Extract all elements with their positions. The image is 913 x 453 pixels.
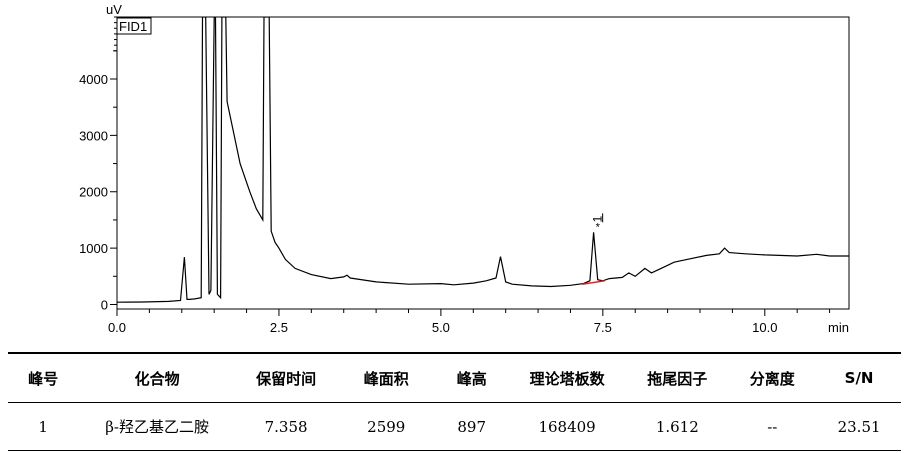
x-tick-label: 5.0 (432, 320, 450, 335)
x-unit-label: min (828, 320, 849, 335)
header-signal-noise: S/N (817, 352, 901, 403)
header-peak-height: 峰高 (436, 352, 508, 403)
chromatogram-line (117, 17, 849, 303)
y-tick-label: 0 (101, 297, 108, 312)
chart-axes: uV min 0 1000 2000 3000 4000 0.0 2.5 5.0 7.5 10.0 (79, 2, 849, 335)
chart-annotations: *1 (582, 213, 605, 285)
cell-compound: β-羟乙基乙二胺 (78, 402, 236, 451)
legend-label: FID1 (119, 19, 147, 34)
y-tick-label: 3000 (79, 128, 108, 143)
results-table: 峰号 化合物 保留时间 峰面积 峰高 理论塔板数 拖尾因子 分离度 S/N 1 … (8, 352, 901, 451)
y-tick-label: 4000 (79, 72, 108, 87)
header-resolution: 分离度 (727, 352, 818, 403)
cell-resolution: -- (727, 402, 818, 451)
x-tick-label: 0.0 (108, 320, 126, 335)
y-unit-label: uV (106, 2, 122, 17)
x-tick-label: 2.5 (270, 320, 288, 335)
x-tick-label: 10.0 (752, 320, 777, 335)
table-row: 1 β-羟乙基乙二胺 7.358 2599 897 168409 1.612 -… (8, 402, 901, 451)
cell-peak-area: 2599 (336, 402, 437, 451)
header-compound: 化合物 (78, 352, 236, 403)
peak-marker-label: 1 (591, 215, 605, 222)
header-peak-number: 峰号 (8, 352, 79, 403)
cell-signal-noise: 23.51 (817, 402, 901, 451)
cell-retention-time: 7.358 (235, 402, 337, 451)
header-tailing-factor: 拖尾因子 (627, 352, 728, 403)
header-retention-time: 保留时间 (235, 352, 337, 403)
cell-peak-height: 897 (436, 402, 508, 451)
y-tick-label: 1000 (79, 241, 108, 256)
chart-frame: FID1 (116, 16, 850, 310)
x-tick-label: 7.5 (594, 320, 612, 335)
y-tick-label: 2000 (79, 185, 108, 200)
table-header-row: 峰号 化合物 保留时间 峰面积 峰高 理论塔板数 拖尾因子 分离度 S/N (8, 352, 901, 403)
chart-series (117, 17, 849, 303)
cell-peak-number: 1 (8, 402, 79, 451)
plot-border (116, 16, 850, 310)
header-peak-area: 峰面积 (336, 352, 437, 403)
header-theoretical-plates: 理论塔板数 (507, 352, 628, 403)
integration-baseline (582, 280, 605, 285)
cell-theoretical-plates: 168409 (507, 402, 628, 451)
chromatogram-chart: FID1 uV min 0 1000 2000 3000 4000 0.0 2.5 5.0 7.5 1… (79, 2, 850, 335)
peak-marker-star: * (596, 221, 601, 233)
cell-tailing-factor: 1.612 (627, 402, 728, 451)
legend-box (116, 17, 152, 35)
